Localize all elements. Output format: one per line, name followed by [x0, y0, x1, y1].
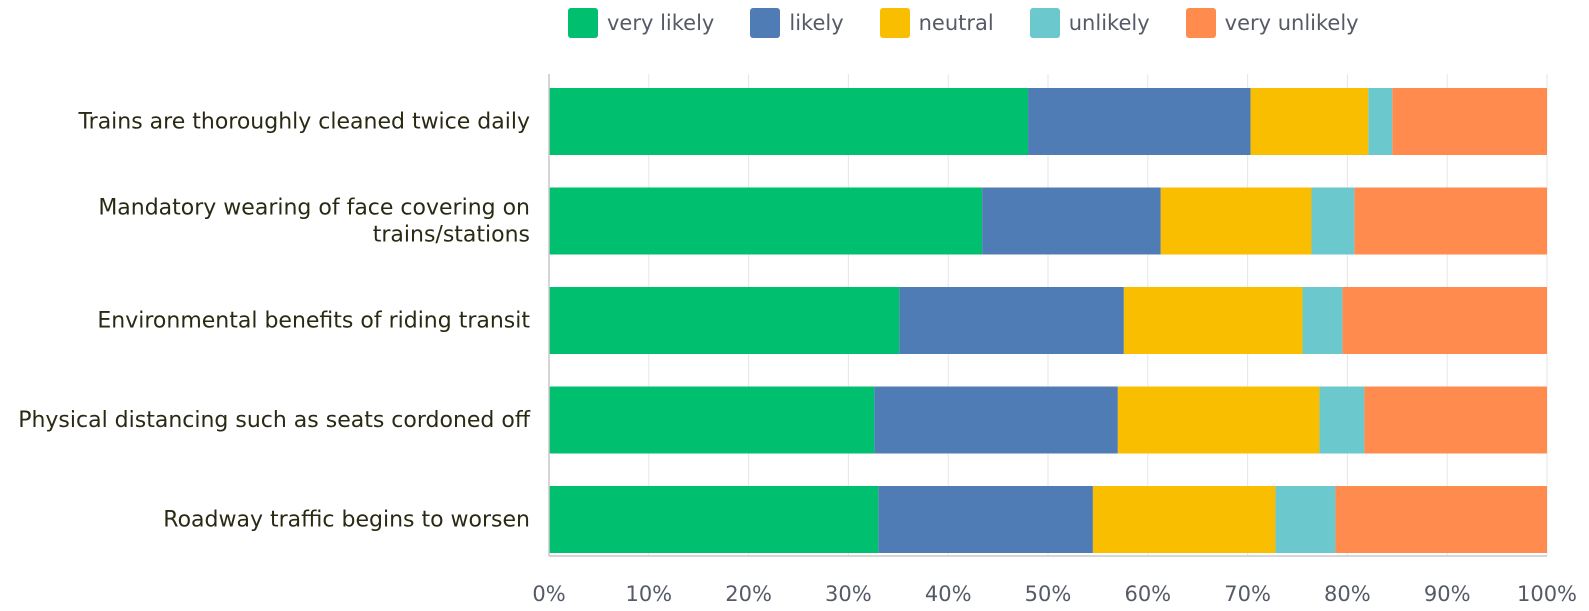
category-label: trains/stations	[373, 223, 530, 248]
x-tick-label: 90%	[1424, 582, 1471, 606]
bar-segment	[1250, 88, 1369, 155]
x-tick-label: 30%	[825, 582, 872, 606]
bar-segment	[549, 187, 983, 255]
legend-label: neutral	[918, 11, 994, 35]
bar-segment	[1368, 88, 1393, 155]
bar-segment	[874, 386, 1118, 454]
legend-swatch	[1185, 8, 1216, 38]
bar-segment	[549, 88, 1029, 155]
legend-item: neutral	[879, 8, 994, 38]
bar-segment	[1123, 287, 1303, 354]
legend-item: unlikely	[1029, 8, 1150, 38]
bar-segment	[1160, 187, 1312, 255]
bar-segment	[1117, 386, 1320, 454]
legend-swatch	[568, 8, 598, 38]
legend-swatch	[750, 8, 781, 38]
bar-segment	[1342, 287, 1547, 354]
bar-segment	[1302, 287, 1343, 354]
bars	[549, 88, 1547, 553]
bar-segment	[1392, 88, 1547, 155]
legend-item: very likely	[568, 8, 714, 38]
bar-segment	[1028, 88, 1251, 155]
x-tick-label: 70%	[1224, 582, 1271, 606]
x-tick-label: 100%	[1517, 582, 1577, 606]
category-label: Trains are thoroughly cleaned twice dail…	[77, 110, 530, 135]
x-tick-label: 40%	[925, 582, 972, 606]
x-tick-label: 60%	[1124, 582, 1171, 606]
legend-item: very unlikely	[1185, 8, 1359, 38]
axes	[548, 74, 1547, 557]
legend-label: unlikely	[1068, 11, 1150, 35]
bar-segment	[899, 287, 1124, 354]
bar-segment	[1354, 187, 1547, 255]
bar-segment	[1092, 486, 1276, 553]
x-tick-label: 10%	[625, 582, 672, 606]
bar-segment	[1364, 386, 1547, 454]
bar-segment	[982, 187, 1161, 255]
bar-segment	[549, 287, 900, 354]
legend-swatch	[879, 8, 910, 38]
category-label: Environmental benefits of riding transit	[97, 309, 530, 334]
category-label: Physical distancing such as seats cordon…	[18, 408, 531, 433]
legend-label: very likely	[607, 11, 715, 35]
x-tick-labels: 0% 10% 20% 30% 40% 50% 60% 70% 80% 90% 100%	[532, 582, 1577, 606]
x-tick-label: 20%	[725, 582, 772, 606]
legend-item: likely	[750, 8, 844, 38]
legend-label: likely	[789, 11, 844, 35]
chart-legend: very likely likely neutral unlikely very unl…	[568, 8, 1395, 38]
bar-segment	[1319, 386, 1365, 454]
category-label: Roadway traffic begins to worsen	[163, 508, 530, 533]
bar-segment	[878, 486, 1093, 553]
bar-segment	[1275, 486, 1336, 553]
x-tick-label: 0%	[532, 582, 565, 606]
bar-segment	[1335, 486, 1547, 553]
bar-segment	[1311, 187, 1355, 255]
x-tick-label: 50%	[1025, 582, 1072, 606]
bar-segment	[549, 486, 879, 553]
category-labels: Trains are thoroughly cleaned twice dail…	[18, 110, 531, 533]
category-label: Mandatory wearing of face covering on	[98, 196, 530, 221]
legend-swatch	[1029, 8, 1060, 38]
bar-segment	[549, 386, 875, 454]
x-tick-label: 80%	[1324, 582, 1371, 606]
legend-label: very unlikely	[1224, 11, 1359, 35]
